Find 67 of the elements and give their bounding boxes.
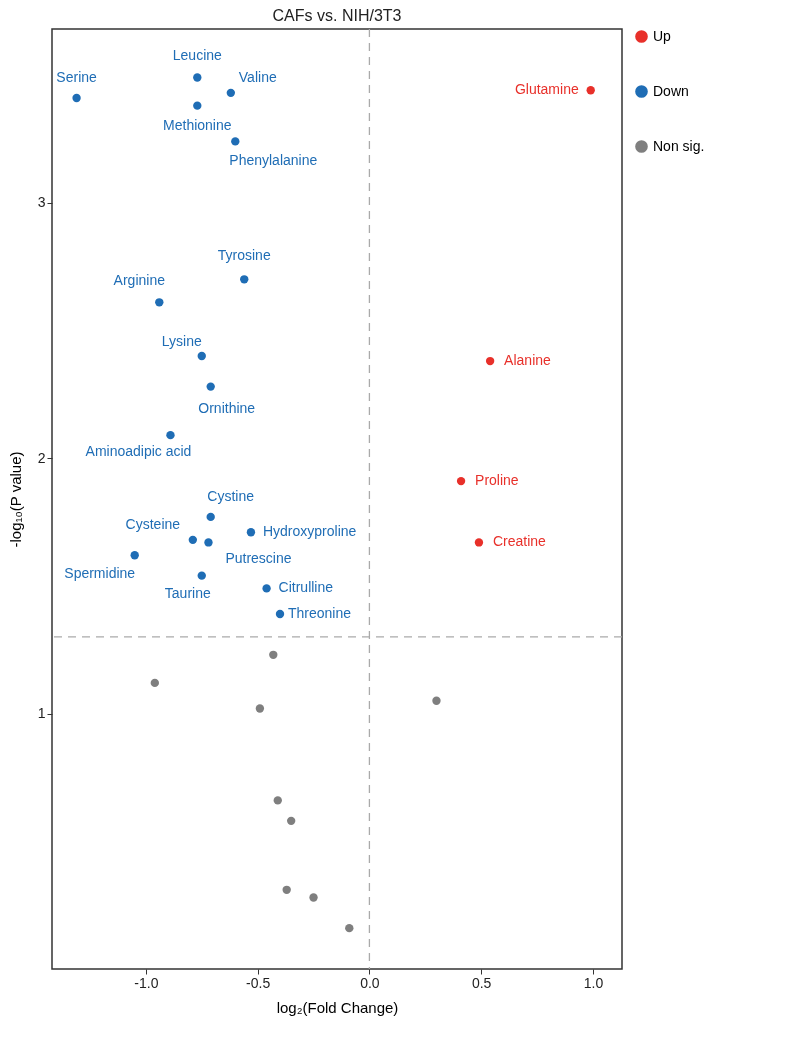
point xyxy=(485,356,495,366)
point xyxy=(262,584,271,593)
point xyxy=(432,696,441,705)
point xyxy=(456,476,466,486)
point xyxy=(166,430,175,440)
point xyxy=(188,535,198,545)
point xyxy=(193,101,202,110)
annotation: Valine xyxy=(238,68,277,85)
point xyxy=(246,528,256,537)
annotation: Putrescine xyxy=(225,550,292,567)
point xyxy=(345,923,354,933)
point xyxy=(226,88,236,98)
point xyxy=(273,796,282,805)
point xyxy=(240,275,249,284)
annotation: Cystine xyxy=(207,487,255,504)
y-tick-label: 2 xyxy=(37,449,46,466)
point xyxy=(155,298,164,307)
y-tick-label: 3 xyxy=(37,194,46,211)
x-tick-label: -1.0 xyxy=(134,974,159,991)
annotation: Tyrosine xyxy=(217,247,271,264)
annotation: Threonine xyxy=(288,604,352,621)
x-tick-label: 0.5 xyxy=(471,974,492,991)
point xyxy=(286,816,296,826)
point xyxy=(150,678,160,688)
annotation: Proline xyxy=(475,472,519,489)
annotation: Cysteine xyxy=(125,515,181,532)
point xyxy=(197,351,206,361)
point xyxy=(206,512,215,522)
annotation: Leucine xyxy=(172,46,223,63)
annotation: Ornithine xyxy=(198,399,256,416)
point xyxy=(204,538,213,547)
annotation: Arginine xyxy=(113,272,166,289)
x-axis-title: log₂(Fold Change) xyxy=(276,998,399,1016)
legend-label: Non sig. xyxy=(653,137,705,154)
x-tick-label: 1.0 xyxy=(583,974,604,991)
annotation: Methionine xyxy=(163,116,232,133)
annotation: Lysine xyxy=(161,332,202,349)
annotation: Taurine xyxy=(164,584,211,601)
chart-title: CAFs vs. NIH/3T3 xyxy=(272,7,402,25)
point xyxy=(231,137,240,146)
x-tick-label: -0.5 xyxy=(246,974,271,991)
point xyxy=(206,382,215,391)
annotation: Serine xyxy=(56,68,98,85)
point xyxy=(586,86,595,95)
point xyxy=(130,551,139,560)
point xyxy=(474,538,484,547)
annotation: Glutamine xyxy=(514,81,579,98)
annotation: Spermidine xyxy=(64,565,136,582)
point xyxy=(309,893,318,902)
point xyxy=(197,571,206,580)
annotation: Phenylalanine xyxy=(229,152,318,169)
legend-label: Down xyxy=(653,82,689,99)
y-axis-title: -log₁₀(P value) xyxy=(6,451,24,548)
x-tick-label: 0.0 xyxy=(360,974,380,991)
point xyxy=(193,73,202,82)
y-tick-label: 1 xyxy=(37,705,46,722)
point xyxy=(255,704,265,713)
point xyxy=(275,609,285,619)
annotation: Hydroxyproline xyxy=(262,523,357,540)
annotation: Alanine xyxy=(504,352,552,369)
point xyxy=(282,885,291,894)
point xyxy=(72,93,81,103)
legend-label: Up xyxy=(653,27,672,44)
annotation: Creatine xyxy=(492,533,547,550)
point xyxy=(269,650,278,659)
annotation: Citrulline xyxy=(278,579,334,596)
annotation: Aminoadipic acid xyxy=(85,443,192,460)
